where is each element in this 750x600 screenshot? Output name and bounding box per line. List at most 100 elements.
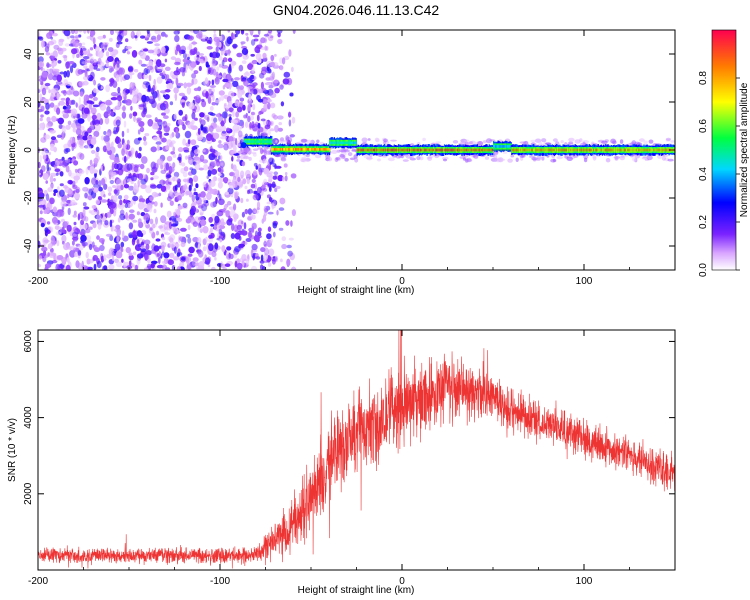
noise-speckle [150,184,157,189]
noise-speckle [212,201,217,208]
noise-speckle [218,166,224,174]
noise-speckle [66,81,73,86]
noise-speckle [53,68,60,72]
signal-halo-speckle [375,138,380,143]
noise-speckle [56,255,64,260]
noise-speckle [87,49,91,57]
noise-speckle [184,130,192,139]
noise-speckle [69,246,76,251]
signal-band-core [498,145,500,148]
signal-halo-speckle [390,139,397,142]
noise-speckle [107,47,114,52]
noise-speckle [96,112,102,121]
noise-speckle [193,149,201,155]
noise-speckle [225,210,231,218]
signal-band-core [505,145,507,148]
noise-speckle [206,116,210,122]
noise-speckle [172,153,177,158]
noise-speckle [96,260,102,269]
signal-band-core [347,141,350,145]
noise-speckle [79,58,86,66]
noise-speckle [191,73,197,79]
noise-speckle [187,237,192,244]
noise-speckle [212,176,218,182]
noise-speckle [266,121,272,126]
noise-speckle [106,211,112,218]
noise-speckle [38,30,41,34]
noise-speckle [141,156,148,164]
noise-speckle [220,48,224,56]
signal-halo-speckle [464,158,469,163]
signal-halo-speckle [556,156,563,160]
signal-halo-speckle [236,155,241,159]
noise-speckle [213,36,220,43]
noise-speckle [73,252,79,258]
noise-speckle [185,190,193,196]
signal-band-core [508,145,510,148]
noise-speckle [241,161,246,167]
noise-speckle [264,82,272,86]
noise-speckle [146,202,153,211]
noise-speckle [54,140,59,144]
noise-speckle [120,241,125,248]
signal-halo-speckle [354,157,359,163]
noise-speckle [241,60,247,64]
signal-halo-speckle [325,154,330,157]
signal-band-core [249,140,251,143]
noise-speckle [210,223,215,227]
noise-speckle [52,206,58,213]
noise-speckle [279,84,284,90]
noise-speckle [270,102,276,109]
snr-x-tick-label: -200 [28,576,48,587]
noise-speckle [115,30,119,34]
noise-speckle [107,143,111,151]
noise-speckle [173,30,180,35]
noise-speckle [115,119,121,127]
noise-speckle [176,209,181,216]
noise-speckle [176,266,181,270]
noise-speckle [128,213,135,220]
noise-speckle [186,46,191,51]
noise-speckle [145,243,150,251]
noise-speckle [53,44,60,50]
spectrogram-x-tick-label: -100 [210,276,230,287]
noise-speckle [232,164,237,172]
signal-band-core [322,148,324,151]
colorbar-tick-label: 0.2 [698,215,709,229]
spectrogram-x-tick-label: -200 [28,276,48,287]
noise-speckle [146,41,153,44]
noise-speckle [159,90,167,94]
noise-speckle [150,87,154,95]
signal-band-core [336,141,339,145]
noise-speckle [228,63,232,72]
noise-speckle [260,247,266,253]
noise-speckle [263,241,267,247]
noise-speckle [218,63,222,68]
noise-speckle [76,53,80,59]
noise-speckle [193,70,199,75]
signal-start-blob [240,142,247,149]
noise-speckle [134,35,138,39]
noise-speckle [93,79,97,86]
noise-speckle [220,162,224,166]
noise-speckle [255,53,262,61]
noise-speckle [56,92,60,101]
noise-speckle [214,151,221,156]
noise-speckle [83,56,90,60]
signal-halo-speckle [552,138,558,142]
noise-speckle [112,185,117,188]
noise-speckle [241,122,245,129]
noise-speckle [243,80,249,87]
noise-speckle [191,259,199,267]
noise-speckle [234,232,241,240]
noise-speckle [137,137,142,141]
noise-speckle [117,142,122,149]
noise-speckle [281,236,287,242]
noise-speckle [133,115,136,122]
signal-halo-speckle [243,156,250,160]
noise-speckle [166,174,172,179]
noise-speckle [137,173,144,181]
noise-speckle [236,52,243,58]
noise-speckle [52,239,56,247]
noise-speckle [186,263,192,270]
